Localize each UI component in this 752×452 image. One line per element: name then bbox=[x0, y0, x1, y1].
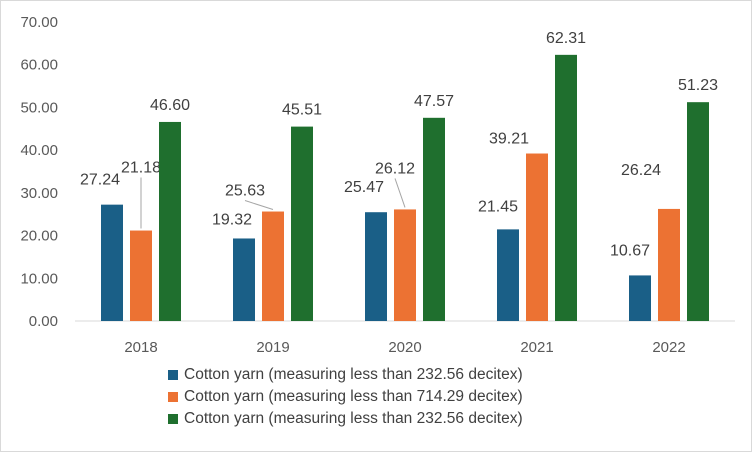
data-label-s3-2021: 62.31 bbox=[546, 30, 586, 47]
chart-legend: Cotton yarn (measuring less than 232.56 … bbox=[168, 364, 523, 430]
legend-label-series-3: Cotton yarn (measuring less than 232.56 … bbox=[184, 410, 523, 427]
y-tick-label: 30.00 bbox=[20, 185, 58, 202]
legend-swatch-series-2 bbox=[168, 392, 178, 402]
bar-s3-2022 bbox=[687, 102, 709, 321]
data-label-s3-2018: 46.60 bbox=[150, 97, 190, 114]
legend-label-series-1: Cotton yarn (measuring less than 232.56 … bbox=[184, 366, 523, 383]
y-tick-label: 70.00 bbox=[20, 14, 58, 31]
bar-s1-2019 bbox=[233, 238, 255, 321]
legend-item-series-3: Cotton yarn (measuring less than 232.56 … bbox=[168, 408, 523, 430]
y-tick-label: 0.00 bbox=[29, 313, 58, 330]
data-label-s1-2020: 25.47 bbox=[344, 179, 384, 196]
bar-s2-2021 bbox=[526, 153, 548, 321]
legend-item-series-1: Cotton yarn (measuring less than 232.56 … bbox=[168, 364, 523, 386]
data-label-s1-2021: 21.45 bbox=[478, 198, 518, 215]
data-label-s1-2019: 19.32 bbox=[212, 211, 252, 228]
y-tick-label: 60.00 bbox=[20, 57, 58, 74]
x-tick-label: 2019 bbox=[256, 339, 289, 356]
bar-s2-2022 bbox=[658, 208, 680, 321]
bar-s1-2018 bbox=[101, 204, 123, 321]
data-label-s2-2022: 26.24 bbox=[621, 162, 661, 179]
y-tick-label: 20.00 bbox=[20, 228, 58, 245]
bar-s1-2021 bbox=[497, 229, 519, 321]
data-label-s2-2018: 21.18 bbox=[121, 160, 161, 177]
x-tick-label: 2022 bbox=[652, 339, 685, 356]
legend-label-series-2: Cotton yarn (measuring less than 714.29 … bbox=[184, 388, 523, 405]
y-tick-label: 10.00 bbox=[20, 270, 58, 287]
data-label-s2-2019: 25.63 bbox=[225, 183, 265, 200]
bar-s3-2021 bbox=[555, 54, 577, 321]
bar-s1-2022 bbox=[629, 275, 651, 321]
x-tick-label: 2021 bbox=[520, 339, 553, 356]
data-label-s3-2020: 47.57 bbox=[414, 93, 454, 110]
bar-s2-2019 bbox=[262, 211, 284, 321]
data-label-s1-2022: 10.67 bbox=[610, 242, 650, 259]
data-label-s3-2022: 51.23 bbox=[678, 77, 718, 94]
bar-s2-2018 bbox=[130, 230, 152, 321]
y-tick-label: 50.00 bbox=[20, 99, 58, 116]
bar-s3-2018 bbox=[159, 121, 181, 321]
x-tick-label: 2018 bbox=[124, 339, 157, 356]
bar-s3-2019 bbox=[291, 126, 313, 321]
y-tick-label: 40.00 bbox=[20, 142, 58, 159]
bar-s3-2020 bbox=[423, 117, 445, 322]
bar-s2-2020 bbox=[394, 209, 416, 321]
x-tick-label: 2020 bbox=[388, 339, 421, 356]
leader-line-s2-2020 bbox=[394, 178, 406, 208]
legend-swatch-series-1 bbox=[168, 370, 178, 380]
legend-swatch-series-3 bbox=[168, 414, 178, 424]
data-label-s2-2020: 26.12 bbox=[375, 160, 415, 177]
bar-s1-2020 bbox=[365, 212, 387, 321]
data-label-s2-2021: 39.21 bbox=[489, 131, 529, 148]
leader-line-s2-2019 bbox=[244, 200, 274, 210]
legend-item-series-2: Cotton yarn (measuring less than 714.29 … bbox=[168, 386, 523, 408]
data-label-s3-2019: 45.51 bbox=[282, 102, 322, 119]
data-label-s1-2018: 27.24 bbox=[80, 172, 120, 189]
